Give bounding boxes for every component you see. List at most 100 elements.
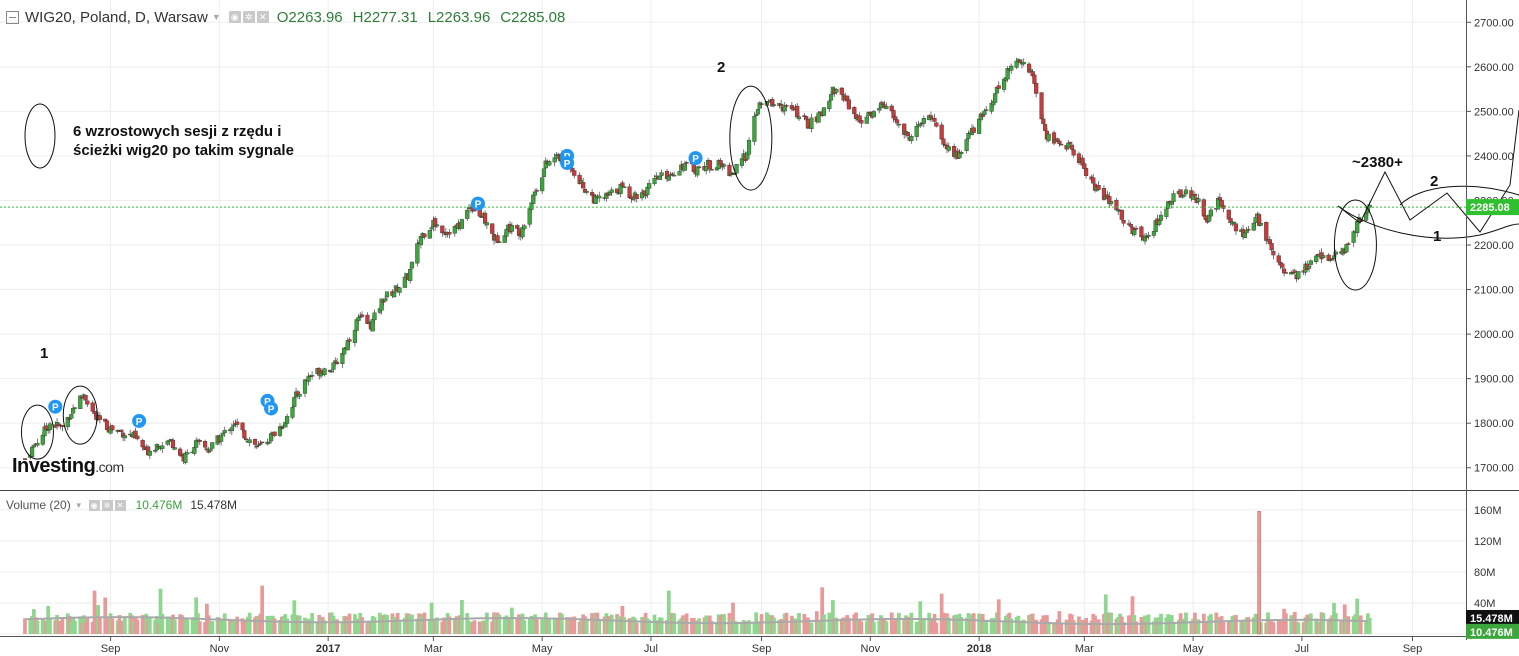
candle-body bbox=[272, 431, 277, 436]
volume-bar bbox=[60, 618, 65, 634]
volume-title[interactable]: Volume (20) bbox=[6, 498, 71, 512]
candle-body bbox=[1355, 220, 1360, 234]
close-icon[interactable]: ✕ bbox=[114, 499, 126, 511]
candle-body bbox=[383, 298, 388, 302]
collapse-icon[interactable] bbox=[6, 10, 19, 24]
volume-tick-label: 40M bbox=[1474, 598, 1495, 610]
projection-path-2 bbox=[1337, 109, 1519, 233]
candle-body bbox=[677, 171, 682, 176]
chevron-down-icon[interactable]: ▼ bbox=[211, 12, 221, 22]
volume-bar bbox=[497, 614, 502, 634]
candle-body bbox=[859, 120, 864, 124]
volume-bar bbox=[984, 620, 989, 634]
volume-tick-label: 120M bbox=[1474, 536, 1502, 548]
annotation-target-label: ~2380+ bbox=[1352, 154, 1403, 171]
candle-body bbox=[816, 112, 821, 123]
candle-body bbox=[652, 178, 657, 185]
volume-bar bbox=[247, 612, 252, 634]
candle-body bbox=[1051, 132, 1057, 144]
volume-bar bbox=[48, 618, 52, 634]
volume-bar bbox=[666, 590, 671, 634]
volume-bar bbox=[759, 614, 764, 634]
annotations: PPPPPPPP6 wzrostowych sesji z rzędu iści… bbox=[20, 59, 1519, 460]
candle-body bbox=[1109, 201, 1114, 205]
volume-bar bbox=[1271, 622, 1276, 634]
candle-body bbox=[1002, 78, 1007, 90]
candle-body bbox=[1119, 209, 1124, 220]
volume-bar bbox=[1234, 614, 1238, 634]
candle-body bbox=[497, 241, 502, 243]
candle-body bbox=[1069, 144, 1074, 150]
x-tick-label: Sep bbox=[752, 643, 772, 655]
gear-icon[interactable]: ✲ bbox=[242, 11, 255, 23]
candle-body bbox=[707, 160, 712, 170]
candle-body bbox=[846, 99, 851, 110]
volume-value-tag bbox=[1466, 609, 1519, 625]
volume-bar bbox=[697, 618, 701, 634]
volume-ma-value: 15.478M bbox=[190, 498, 238, 512]
candle-body bbox=[44, 425, 49, 430]
candle-body bbox=[135, 435, 140, 440]
candle-body bbox=[409, 261, 415, 269]
candle-body bbox=[240, 422, 245, 431]
volume-bar bbox=[360, 617, 364, 634]
candle-body bbox=[1314, 255, 1319, 262]
earnings-marker-icon bbox=[560, 156, 575, 171]
volume-bar bbox=[534, 619, 539, 634]
candle-body bbox=[242, 430, 247, 439]
candle-body bbox=[752, 115, 757, 142]
chevron-down-icon[interactable]: ▼ bbox=[74, 500, 83, 510]
volume-bar bbox=[918, 601, 923, 634]
candle-body bbox=[60, 425, 65, 427]
candle-body bbox=[372, 312, 377, 321]
candle-body bbox=[67, 418, 72, 420]
candle-body bbox=[1292, 270, 1297, 274]
volume-bar bbox=[859, 621, 864, 634]
candle-body bbox=[1330, 258, 1335, 260]
candle-body bbox=[302, 379, 308, 394]
candle-body bbox=[342, 347, 347, 355]
y-tick-label: 2000.00 bbox=[1474, 329, 1514, 341]
candle-body bbox=[682, 163, 687, 171]
candle-body bbox=[1043, 124, 1048, 131]
candle-body bbox=[1114, 199, 1119, 211]
candle-body bbox=[1046, 133, 1051, 141]
candle-body bbox=[447, 232, 452, 235]
volume-bar bbox=[310, 613, 314, 634]
volume-bar bbox=[1355, 598, 1360, 634]
candle-body bbox=[732, 173, 737, 175]
candle-body bbox=[365, 314, 370, 324]
y-tick-label: 2500.00 bbox=[1474, 106, 1514, 118]
candle-body bbox=[72, 407, 77, 409]
candle-body bbox=[522, 225, 527, 230]
candle-body bbox=[229, 427, 234, 432]
candle-body bbox=[210, 442, 215, 449]
volume-bar bbox=[971, 613, 976, 634]
y-tick-label: 1800.00 bbox=[1474, 418, 1514, 430]
eye-icon[interactable]: ◉ bbox=[88, 499, 100, 511]
volume-bar bbox=[1071, 620, 1076, 634]
candle-body bbox=[359, 314, 365, 317]
candle-body bbox=[982, 110, 987, 116]
volume-bar bbox=[435, 617, 439, 634]
candle-body bbox=[219, 435, 224, 442]
volume-bar bbox=[996, 599, 1001, 634]
candle-body bbox=[631, 198, 636, 201]
volume-bar bbox=[1009, 618, 1014, 634]
candle-body bbox=[335, 361, 340, 365]
candle-body bbox=[1258, 223, 1263, 226]
candle-body bbox=[959, 152, 964, 155]
candle-body bbox=[402, 276, 407, 288]
symbol-title[interactable]: WIG20, Poland, D, Warsaw bbox=[25, 8, 208, 26]
candle-body bbox=[734, 164, 739, 174]
candle-body bbox=[609, 189, 614, 193]
candle-body bbox=[515, 225, 520, 229]
close-icon[interactable]: ✕ bbox=[256, 11, 269, 23]
volume-ma-line bbox=[24, 616, 1368, 626]
candle-body bbox=[1151, 231, 1156, 236]
candle-body bbox=[657, 175, 662, 180]
volume-bar bbox=[797, 613, 801, 634]
candle-body bbox=[1071, 149, 1076, 156]
gear-icon[interactable]: ✲ bbox=[101, 499, 113, 511]
eye-icon[interactable]: ◉ bbox=[228, 11, 241, 23]
